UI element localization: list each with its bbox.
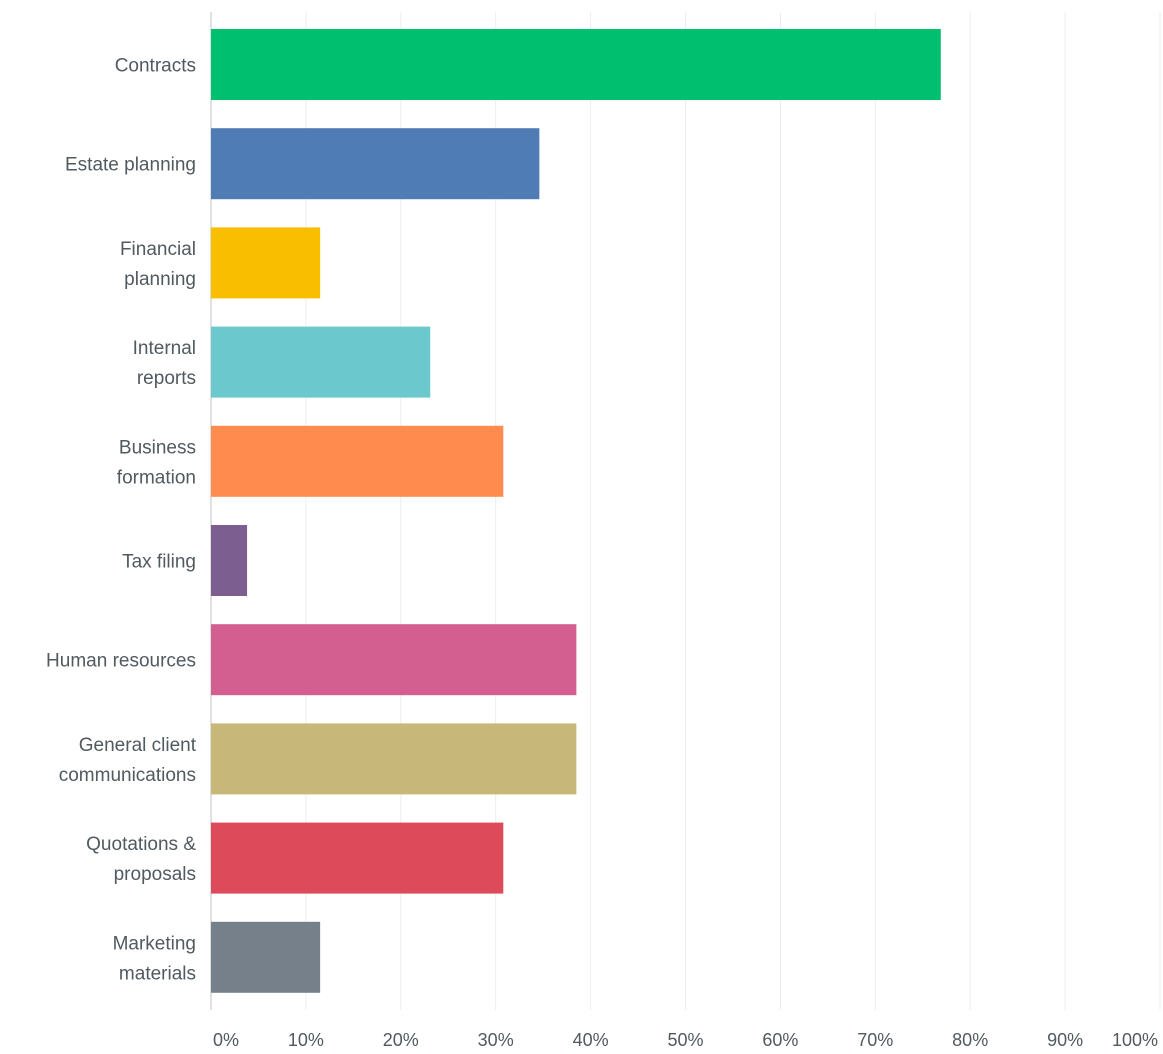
- category-label: Quotations & proposals: [86, 834, 196, 885]
- x-tick-label: 100%: [1112, 1030, 1158, 1050]
- x-tick-label: 90%: [1047, 1030, 1083, 1050]
- x-tick-label: 30%: [478, 1030, 514, 1050]
- category-label: Tax filing: [122, 552, 196, 573]
- category-label: Marketing materials: [113, 933, 196, 984]
- bar: [211, 822, 504, 894]
- category-labels: Contracts Estate planning Financial plannin…: [46, 56, 197, 985]
- x-tick-label: 20%: [383, 1030, 419, 1050]
- x-tick-label: 10%: [288, 1030, 324, 1050]
- x-tick-label: 50%: [667, 1030, 703, 1050]
- x-tick-label: 0%: [213, 1030, 239, 1050]
- bar: [211, 525, 248, 596]
- category-label: Estate planning: [65, 155, 196, 176]
- category-label: Financial planning: [120, 239, 196, 290]
- category-label: Contracts: [115, 56, 196, 77]
- category-label: Human resources: [46, 651, 196, 672]
- category-label: Business formation: [117, 437, 196, 488]
- category-label: Internal reports: [133, 338, 196, 389]
- bar: [211, 227, 321, 299]
- x-tick-label: 80%: [952, 1030, 988, 1050]
- x-tick-label: 70%: [857, 1030, 893, 1050]
- bar: [211, 624, 577, 696]
- bar: [211, 326, 431, 398]
- x-axis-tick-labels: 0% 10% 20% 30% 40% 50% 60% 70% 80% 90% 100%: [213, 1030, 1158, 1050]
- bar: [211, 921, 321, 993]
- bars: [211, 29, 941, 993]
- category-label: General client communications: [59, 735, 197, 786]
- x-tick-label: 60%: [762, 1030, 798, 1050]
- bar: [211, 425, 504, 497]
- bar: [211, 128, 540, 200]
- x-tick-label: 40%: [573, 1030, 609, 1050]
- bar: [211, 723, 577, 795]
- bar: [211, 29, 941, 100]
